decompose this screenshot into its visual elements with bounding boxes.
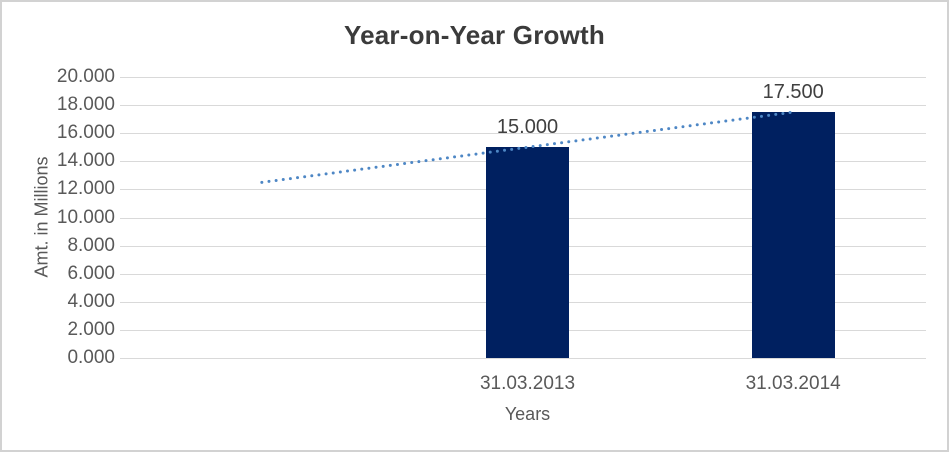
chart-title: Year-on-Year Growth (344, 20, 605, 50)
y-tick-label: 18.000 (56, 94, 115, 116)
y-tick-label: 4.000 (67, 290, 115, 312)
gridline (120, 133, 926, 135)
bar (486, 147, 569, 358)
y-tick-label: 16.000 (56, 122, 115, 144)
y-tick-label: 14.000 (56, 150, 115, 172)
y-tick-label: 2.000 (67, 318, 115, 340)
trendline (260, 110, 795, 184)
x-axis-title: Years (504, 404, 551, 424)
y-tick-label: 6.000 (67, 262, 115, 284)
bar-data-label: 15.000 (496, 116, 559, 139)
y-tick-label: 8.000 (67, 234, 115, 256)
gridline (120, 77, 926, 78)
bar (751, 112, 835, 358)
y-tick-label: 10.000 (56, 206, 115, 228)
gridline (120, 105, 926, 107)
category-label: 31.03.2013 (479, 373, 576, 394)
y-tick-label: 12.000 (56, 178, 115, 200)
plot-area: 15.000 17.500 (120, 77, 926, 359)
y-tick-label: 0.000 (67, 347, 115, 368)
bar-data-label: 17.500 (762, 81, 824, 104)
y-axis-tick-labels: 20.000 18.000 16.000 14.000 12.000 10.000 8.00… (2, 2, 115, 450)
category-label: 31.03.2014 (745, 373, 841, 394)
y-tick-label: 20.000 (56, 66, 115, 87)
gridline (120, 358, 926, 359)
